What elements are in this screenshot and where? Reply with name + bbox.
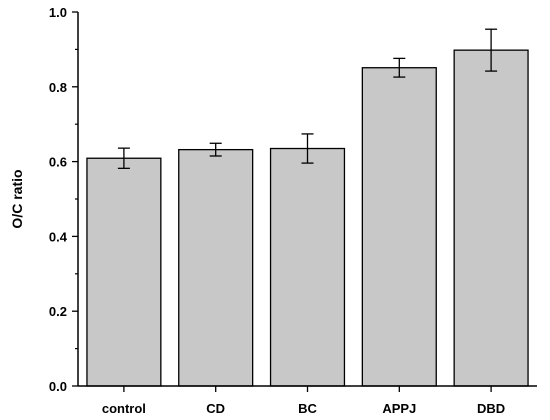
error-bar-appj xyxy=(393,57,406,78)
y-axis-title: O/C ratio xyxy=(9,169,25,228)
y-tick-label: 0.4 xyxy=(49,229,68,244)
bars-layer xyxy=(86,49,529,387)
error-bar-control xyxy=(117,147,130,169)
bar-bc xyxy=(269,147,346,387)
error-bar-cd xyxy=(209,142,222,157)
x-tick-label-appj: APPJ xyxy=(382,401,416,416)
y-tick-label: 1.0 xyxy=(49,5,67,20)
labels-layer: control CD BC APPJ DBD 0.0 0.2 0.4 0.6 0.8 1.0 O/C … xyxy=(9,5,505,416)
error-bar-dbd xyxy=(485,28,498,72)
x-tick-label-cd: CD xyxy=(206,401,225,416)
y-tick-label: 0.0 xyxy=(49,379,67,394)
x-tick-label-bc: BC xyxy=(298,401,317,416)
y-tick-label: 0.2 xyxy=(49,304,67,319)
error-bars-layer xyxy=(117,28,498,169)
x-tick-label-dbd: DBD xyxy=(477,401,505,416)
bar-cd xyxy=(178,148,254,387)
x-tick-label-control: control xyxy=(102,401,146,416)
bar-appj xyxy=(361,67,437,387)
y-tick-label: 0.6 xyxy=(49,155,67,170)
y-tick-label: 0.8 xyxy=(49,80,67,95)
error-bar-bc xyxy=(301,133,314,164)
axes-layer xyxy=(72,11,537,392)
bar-dbd xyxy=(453,49,529,387)
bar-control xyxy=(86,157,162,387)
